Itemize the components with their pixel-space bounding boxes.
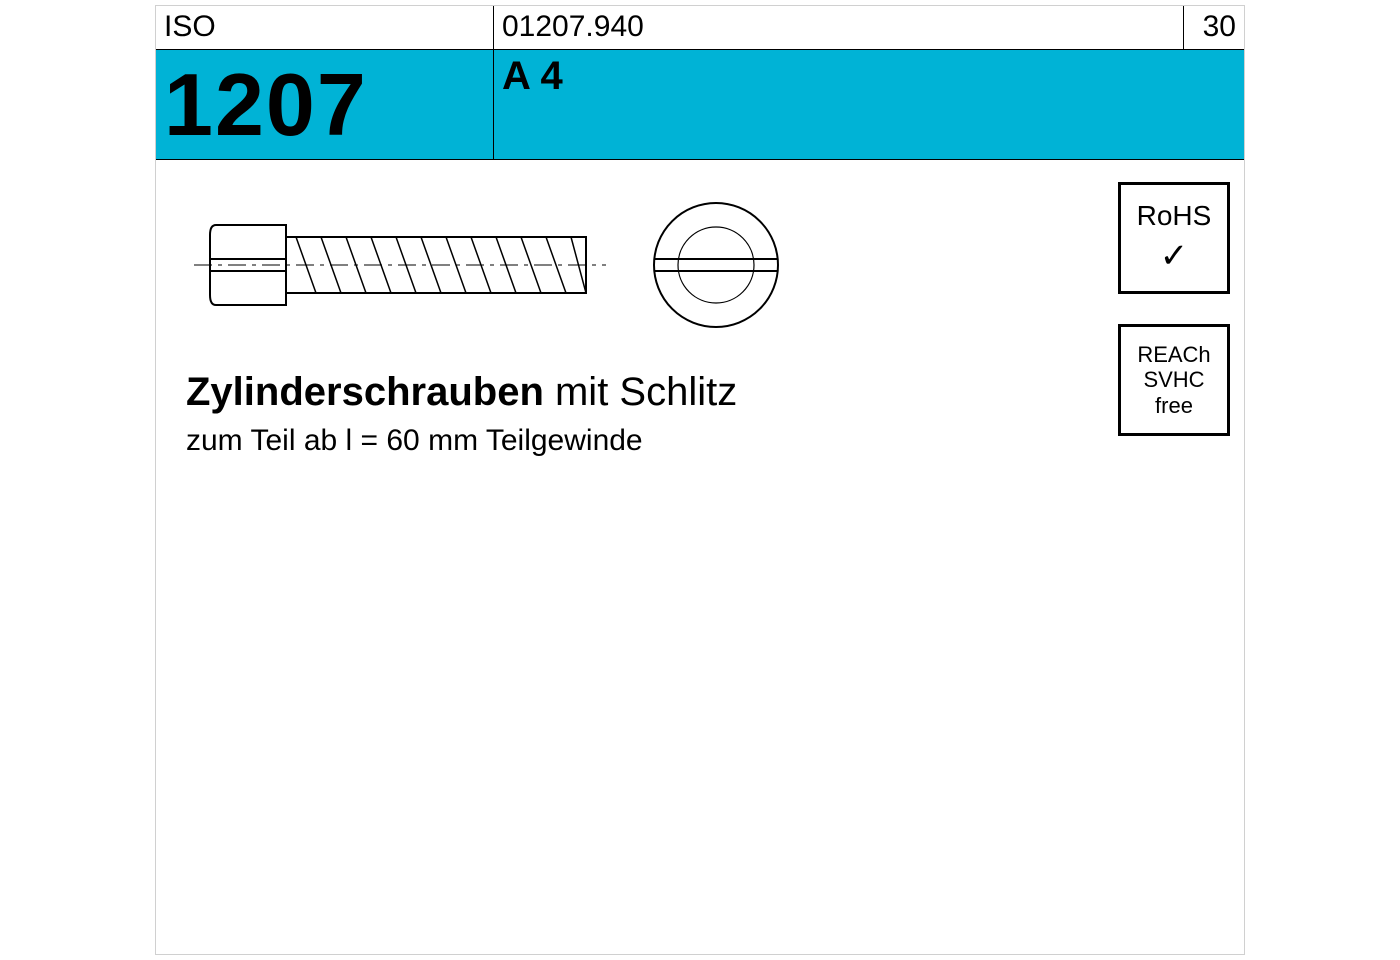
rohs-label: RoHS (1137, 200, 1212, 232)
reach-line1: REACh (1137, 342, 1210, 367)
title-bold: Zylinderschrauben (186, 370, 544, 414)
product-title: Zylinderschrauben mit Schlitz (186, 370, 737, 415)
reach-line3: free (1155, 393, 1193, 418)
header-qty-cell: 30 (1184, 6, 1244, 49)
material-cell: A 4 (494, 50, 1244, 159)
standard-row: 1207 A 4 (156, 50, 1244, 160)
header-iso-cell: ISO (156, 6, 494, 49)
title-rest: mit Schlitz (544, 370, 737, 414)
check-icon: ✓ (1160, 237, 1189, 276)
article-code: 01207.940 (502, 10, 644, 44)
qty-value: 30 (1203, 10, 1236, 44)
standard-number: 1207 (164, 61, 368, 149)
header-row: ISO 01207.940 30 (156, 6, 1244, 50)
screw-diagram (186, 185, 786, 345)
datasheet-frame: ISO 01207.940 30 1207 A 4 (155, 5, 1245, 955)
material-label: A 4 (502, 54, 563, 99)
body-area: RoHS ✓ REACh SVHC free Zylinderschrauben… (156, 160, 1244, 954)
standard-number-cell: 1207 (156, 50, 494, 159)
rohs-badge: RoHS ✓ (1118, 182, 1230, 294)
product-subtitle: zum Teil ab l = 60 mm Teilgewinde (186, 424, 643, 458)
reach-badge: REACh SVHC free (1118, 324, 1230, 436)
header-code-cell: 01207.940 (494, 6, 1184, 49)
reach-line2: SVHC (1143, 367, 1204, 392)
iso-label: ISO (164, 10, 216, 44)
